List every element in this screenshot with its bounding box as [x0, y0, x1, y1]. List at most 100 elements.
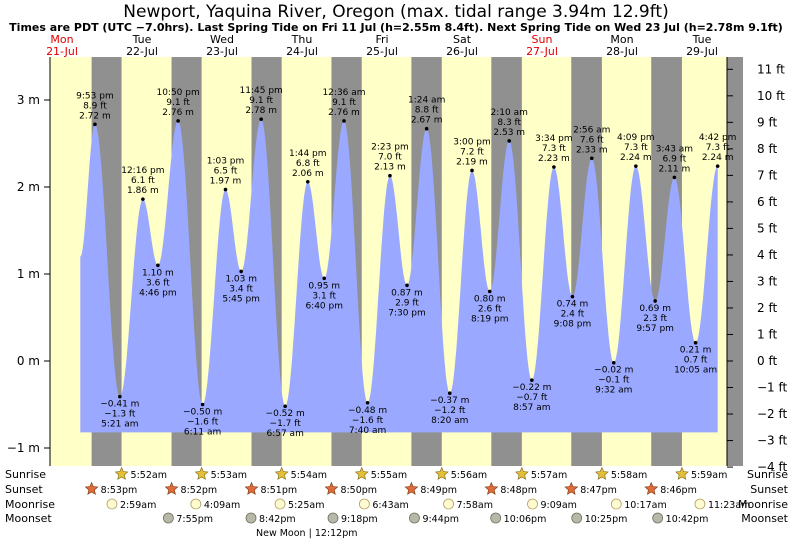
row-label-left: Moonrise: [5, 498, 55, 511]
tide-point: [672, 175, 677, 180]
day-header-date: 26-Jul: [446, 45, 478, 58]
moonset-time: 10:42pm: [666, 514, 709, 525]
moonrise-time: 4:09am: [204, 500, 240, 511]
day-header-date: 21-Jul: [46, 45, 78, 58]
tide-label: 2.19 m: [456, 157, 488, 167]
sunrise-time: 5:57am: [531, 470, 567, 481]
tide-curve: [80, 119, 718, 433]
tide-label: −1.7 ft: [270, 419, 302, 429]
tide-label: 9:08 pm: [554, 320, 592, 330]
tide-point: [322, 276, 327, 281]
tide-label: 3.6 ft: [146, 278, 170, 288]
tide-point: [634, 164, 638, 168]
tide-label: 7:40 am: [349, 426, 386, 436]
tide-label: 9.1 ft: [249, 96, 273, 106]
tide-point: [118, 394, 122, 399]
tide-label: −0.22 m: [512, 383, 551, 393]
moonrise-time: 5:25am: [288, 500, 324, 511]
tide-label: 0.7 ft: [684, 356, 708, 366]
tide-label: 5:21 am: [101, 420, 138, 430]
tide-point: [342, 119, 346, 123]
sunrise-icon: [434, 466, 449, 480]
tide-label: 1.10 m: [142, 268, 174, 278]
sunrise-time: 5:56am: [451, 470, 487, 481]
moonrise-icon: [694, 498, 706, 510]
sunrise-time: 5:55am: [371, 470, 407, 481]
tide-label: −1.2 ft: [434, 406, 466, 416]
tide-label: 2.24 m: [702, 153, 734, 163]
moonrise-time: 11:23am: [708, 500, 750, 511]
row-label-left: Sunset: [5, 483, 43, 496]
tide-label: 3:34 pm: [535, 134, 573, 144]
tide-label: 7:30 pm: [388, 308, 426, 318]
tide-label: −0.7 ft: [516, 393, 548, 403]
tide-point: [487, 289, 492, 294]
tide-label: 4:42 pm: [699, 133, 737, 143]
tide-point: [507, 139, 512, 143]
tide-label: 6:11 am: [184, 428, 221, 438]
moonset-time: 10:06pm: [504, 514, 547, 525]
moonrise-icon: [610, 498, 622, 510]
day-header-dow: Mon: [610, 33, 633, 46]
moonrise-time: 2:59am: [120, 500, 156, 511]
tide-point: [93, 122, 97, 127]
tide-point: [715, 164, 720, 168]
tide-label: −1.6 ft: [187, 418, 219, 428]
tide-label: 7.0 ft: [378, 153, 402, 163]
tide-label: 9.1 ft: [332, 98, 356, 108]
tide-area: [80, 119, 718, 433]
tide-point: [305, 179, 310, 184]
right-tick-label: −3 ft: [757, 434, 788, 448]
tide-label: 3.1 ft: [312, 291, 336, 301]
tide-label: 2.24 m: [620, 153, 652, 163]
tide-label: 7.3 ft: [624, 143, 648, 153]
right-tick-label: 8 ft: [757, 142, 777, 156]
day-header-date: 22-Jul: [126, 45, 158, 58]
left-tick-label: 2 m: [17, 180, 40, 194]
tide-label: 0.69 m: [639, 304, 671, 314]
tide-labels: 9:53 pm8.9 ft2.72 m −0.41 m−1.3 ft5:21 am…: [76, 86, 736, 439]
tide-label: 1:44 pm: [289, 149, 327, 159]
tide-point: [239, 269, 243, 274]
tide-label: −0.1 ft: [598, 376, 630, 386]
tide-point: [388, 173, 392, 178]
tide-point: [589, 156, 594, 161]
moonset-icon: [327, 512, 339, 524]
tide-point: [156, 263, 160, 268]
tide-point: [570, 294, 575, 299]
tide-label: 2.23 m: [538, 154, 570, 164]
right-tick-label: 5 ft: [757, 221, 777, 235]
tide-point: [424, 126, 429, 131]
right-tick-label: −4 ft: [757, 460, 788, 474]
tide-label: 8.8 ft: [415, 106, 439, 116]
moonset-time: 8:42pm: [259, 514, 296, 525]
tide-label: 4:46 pm: [139, 288, 177, 298]
left-tick-label: −1 m: [7, 441, 40, 455]
day-header-dow: Tue: [692, 33, 712, 46]
chart-title: Newport, Yaquina River, Oregon (max. tid…: [123, 2, 668, 22]
tide-label: 10:05 am: [674, 366, 717, 376]
tide-label: −0.48 m: [348, 406, 387, 416]
moonset-time: 7:55pm: [176, 514, 213, 525]
tide-label: 8:19 pm: [471, 314, 509, 324]
tide-label: 2.53 m: [493, 128, 525, 138]
tide-label: 2:23 pm: [371, 143, 409, 153]
tide-point: [552, 165, 556, 169]
moonset-icon: [652, 512, 664, 524]
tide-point: [530, 378, 534, 382]
tide-label: 5:45 pm: [222, 294, 260, 304]
sunrise-icon: [514, 466, 529, 480]
sunrise-icon: [274, 466, 289, 480]
right-tick-label: −2 ft: [757, 407, 788, 421]
sunrise-time: 5:59am: [691, 470, 727, 481]
tide-point: [223, 187, 228, 192]
tide-label: 0.74 m: [557, 300, 589, 310]
moonrise-icon: [190, 498, 202, 510]
right-tick-label: 10 ft: [757, 89, 785, 103]
tide-label: 3:43 am: [656, 144, 693, 154]
sunrise-icon: [114, 466, 129, 480]
tide-label: 9:32 am: [595, 386, 632, 396]
tide-label: 2:56 am: [573, 125, 610, 135]
left-tick-label: 0 m: [17, 354, 40, 368]
tide-label: 6:40 pm: [305, 301, 343, 311]
